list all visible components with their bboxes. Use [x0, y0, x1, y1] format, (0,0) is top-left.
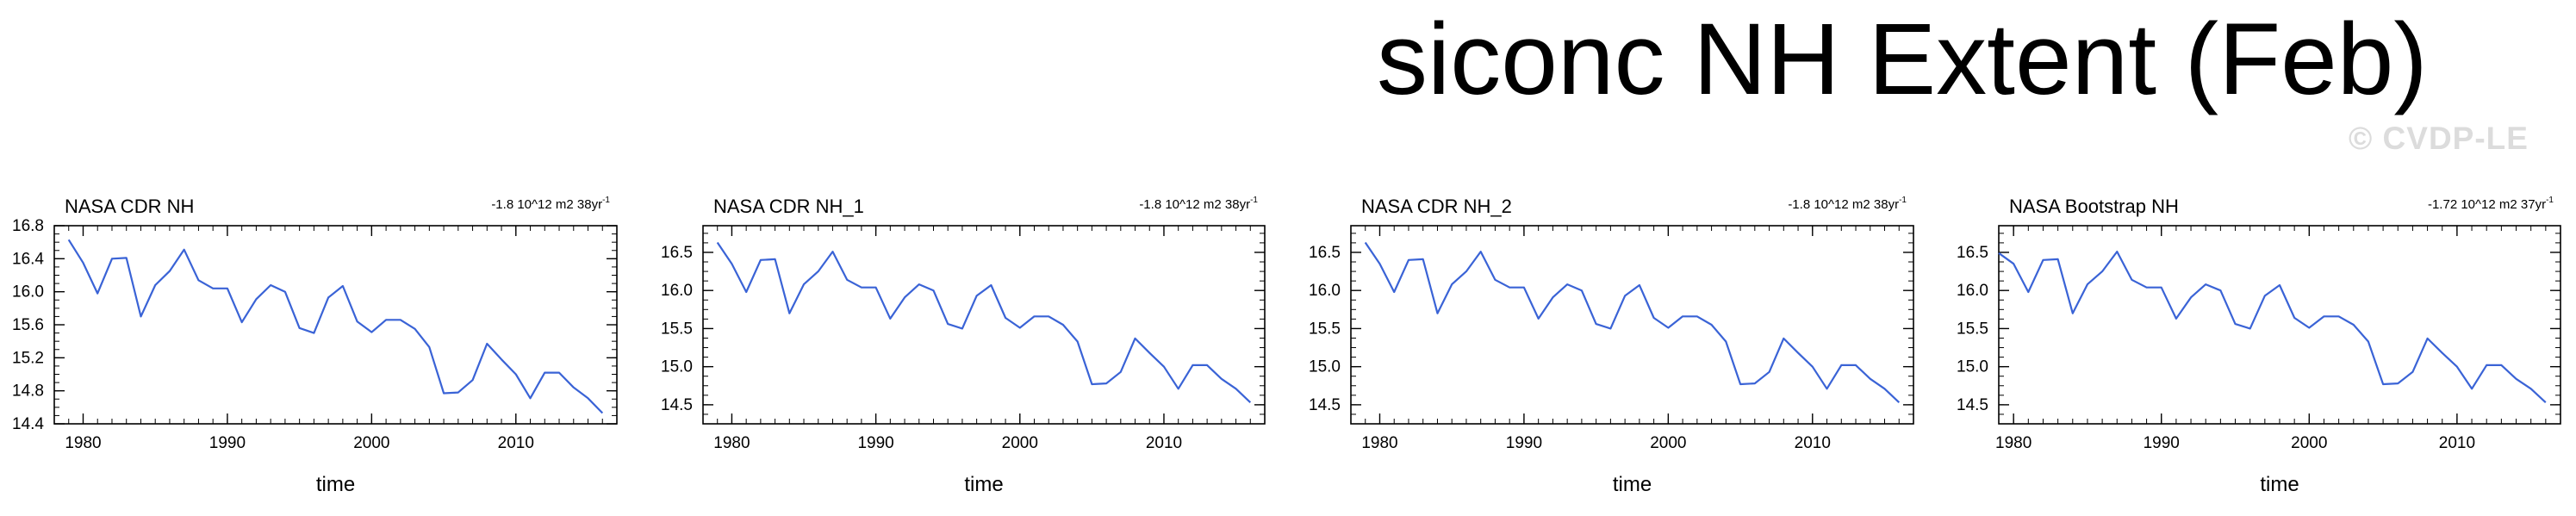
panel-title: NASA CDR NH: [65, 196, 194, 217]
y-tick-label: 15.0: [661, 358, 693, 376]
series-line: [1998, 251, 2547, 404]
x-tick-label: 2000: [1650, 434, 1686, 452]
x-tick-label: 2000: [353, 434, 389, 452]
x-tick-label: 1990: [209, 434, 246, 452]
x-axis-label: time: [964, 473, 1003, 496]
x-tick-label: 1980: [65, 434, 101, 452]
y-tick-label: 16.0: [1957, 282, 1988, 300]
trend-label: -1.8 10^12 m2 38yr-1: [1139, 196, 1258, 212]
y-tick-label: 15.6: [12, 316, 44, 334]
x-tick-label: 1990: [857, 434, 893, 452]
chart-panel-4: 1980 1990 2000 2010 14.5 15.0 15.5 16.0 16.5 NASA…: [1957, 196, 2561, 496]
trend-exponent: -1: [1899, 196, 1907, 205]
chart-panel-2: 1980 1990 2000 2010 14.5 15.0 15.5 16.0 16.5 NASA…: [661, 196, 1266, 496]
y-tick-label: 16.5: [661, 244, 693, 262]
series-line: [67, 239, 604, 414]
y-tick-label: 15.2: [12, 349, 44, 367]
main-title: siconc NH Extent (Feb): [1377, 3, 2428, 116]
y-tick-label: 16.5: [1309, 244, 1341, 262]
x-axis-label: time: [1613, 473, 1652, 496]
x-tick-label: 2000: [1002, 434, 1038, 452]
trend-label: -1.8 10^12 m2 38yr-1: [1788, 196, 1907, 212]
x-tick-label: 1980: [1995, 434, 2032, 452]
x-tick-label: 2010: [1795, 434, 1831, 452]
x-axis-label: time: [2260, 473, 2299, 496]
y-tick-label: 15.5: [661, 320, 693, 338]
trend-exponent: -1: [602, 196, 610, 205]
x-tick-label: 1980: [713, 434, 750, 452]
y-tick-label: 16.0: [1309, 282, 1341, 300]
x-tick-label: 2000: [2291, 434, 2327, 452]
trend-exponent: -1: [1250, 196, 1258, 205]
y-tick-label: 16.0: [661, 282, 693, 300]
panel-title: NASA CDR NH_2: [1361, 196, 1512, 217]
y-tick-label: 14.4: [12, 415, 44, 433]
x-tick-label: 2010: [2439, 434, 2475, 452]
x-tick-label: 2010: [498, 434, 534, 452]
y-tick-label: 15.5: [1309, 320, 1341, 338]
panel-title: NASA Bootstrap NH: [2009, 196, 2179, 217]
panel-title: NASA CDR NH_1: [713, 196, 864, 217]
x-tick-label: 1980: [1361, 434, 1397, 452]
watermark: © CVDP-LE: [2349, 121, 2529, 156]
y-tick-label: 14.5: [661, 396, 693, 414]
chart-panel-3: 1980 1990 2000 2010 14.5 15.0 15.5 16.0 16.5 NASA…: [1309, 196, 1914, 496]
y-tick-label: 16.4: [12, 250, 44, 268]
y-tick-label: 15.0: [1309, 358, 1341, 376]
x-tick-label: 1990: [1506, 434, 1542, 452]
trend-label: -1.8 10^12 m2 38yr-1: [491, 196, 610, 212]
x-tick-label: 1990: [2144, 434, 2180, 452]
y-tick-label: 15.5: [1957, 320, 1988, 338]
plot-frame: [1350, 225, 1914, 425]
y-tick-label: 16.5: [1957, 244, 1988, 262]
y-tick-label: 14.5: [1309, 396, 1341, 414]
plot-frame: [1998, 225, 2561, 425]
y-tick-label: 14.5: [1957, 396, 1988, 414]
plot-frame: [702, 225, 1266, 425]
chart-panel-1: 1980 1990 2000 2010 14.4 14.8 15.2 15.6 16.0 16.4…: [12, 196, 618, 496]
x-tick-label: 2010: [1146, 434, 1182, 452]
y-tick-label: 15.0: [1957, 358, 1988, 376]
y-tick-label: 16.0: [12, 283, 44, 302]
trend-label: -1.72 10^12 m2 37yr-1: [2428, 196, 2554, 212]
y-tick-label: 14.8: [12, 382, 44, 401]
x-axis-label: time: [316, 473, 355, 496]
trend-exponent: -1: [2546, 196, 2554, 205]
series-line: [716, 241, 1252, 403]
series-line: [1364, 241, 1901, 403]
y-tick-label: 16.8: [12, 217, 44, 235]
